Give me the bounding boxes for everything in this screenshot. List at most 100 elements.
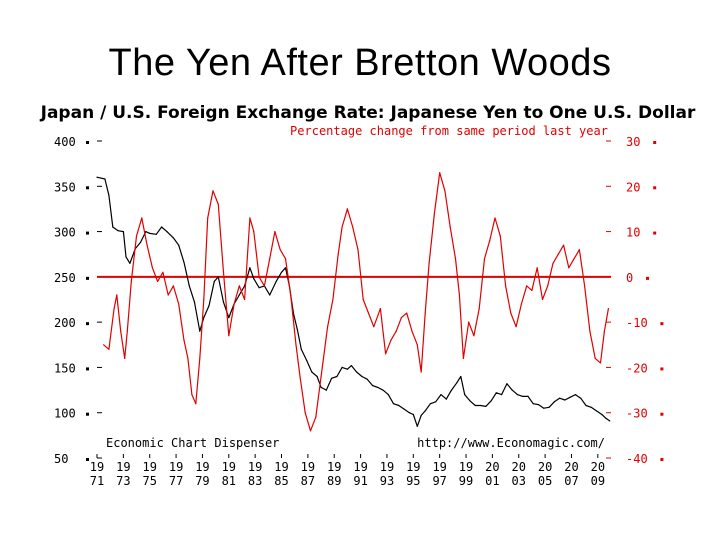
percent-change-point [416, 344, 418, 346]
percent-change-point [373, 326, 375, 328]
right-tick-label: 30 [626, 135, 640, 149]
yen-level-point [320, 386, 322, 388]
yen-level-point [104, 178, 106, 180]
percent-change-point [295, 344, 297, 346]
percent-change-point [274, 231, 276, 233]
yen-level-point [155, 233, 157, 235]
percent-change-point [536, 267, 538, 269]
left-tick-label: 200 [54, 316, 76, 330]
yen-level-point [166, 231, 168, 233]
x-tick-label-bottom: 73 [116, 474, 130, 488]
percent-change-point [424, 312, 426, 314]
left-tick-dot [86, 367, 89, 371]
yen-level-point [585, 404, 587, 407]
yen-level-point [412, 413, 414, 416]
percent-change-point [187, 357, 189, 359]
x-tick-label-top: 20 [591, 460, 605, 474]
percent-change-point [113, 308, 115, 310]
yen-level-point [537, 404, 540, 406]
yen-level-point [595, 410, 598, 412]
yen-level-point [416, 425, 418, 427]
percent-change-point [341, 226, 343, 228]
x-tick-label-top: 19 [274, 460, 288, 474]
percent-change-point [108, 348, 110, 350]
yen-level-point [296, 328, 298, 330]
percent-change-point [400, 317, 402, 319]
x-tick-label-top: 19 [406, 460, 420, 474]
percent-change-point [244, 298, 246, 301]
yen-level-point [435, 401, 437, 403]
x-tick-label-bottom: 07 [564, 474, 578, 488]
x-tick-label-top: 19 [327, 460, 341, 474]
x-tick-label-top: 20 [512, 460, 526, 474]
yen-level-point [511, 389, 513, 391]
yen-level-point [217, 276, 219, 278]
left-tick-dot [86, 186, 89, 190]
x-tick-label-bottom: 71 [90, 474, 104, 488]
percent-change-point [222, 271, 225, 273]
x-tick-label-top: 19 [432, 460, 446, 474]
x-tick-label-top: 19 [90, 460, 104, 474]
yen-level-point [361, 375, 363, 378]
left-tick-label: 100 [54, 407, 76, 421]
percent-change-point [183, 339, 185, 341]
yen-level-point [331, 377, 333, 379]
right-tick-dot [653, 186, 657, 190]
yen-level-point [495, 392, 497, 394]
percent-change-series-line [103, 172, 609, 432]
percent-change-point [458, 294, 460, 296]
percent-change-point [589, 330, 591, 332]
yen-level-point [548, 406, 550, 408]
percent-change-point [494, 217, 496, 219]
percent-change-point [263, 285, 265, 287]
yen-level-point [300, 348, 302, 350]
percent-change-point [449, 226, 451, 228]
yen-level-point [479, 404, 482, 407]
percent-change-point [258, 276, 260, 278]
percent-change-point [151, 267, 153, 269]
yen-level-point [605, 417, 607, 419]
slide-title: The Yen After Bretton Woods [108, 42, 612, 84]
percent-change-point [406, 312, 408, 314]
yen-level-point [456, 382, 458, 384]
yen-level-point [203, 317, 205, 319]
percent-change-point [520, 303, 523, 305]
x-tick-label-top: 19 [353, 460, 367, 474]
right-tick-dot [653, 231, 657, 235]
right-tick-label: 20 [626, 180, 640, 194]
left-tick-label: 250 [54, 271, 76, 285]
right-tick-dot [660, 322, 664, 326]
percent-change-point [299, 375, 301, 378]
left-tick-label: 400 [54, 135, 76, 149]
right-tick-label: 10 [626, 226, 640, 240]
yen-level-point [183, 261, 185, 263]
x-tick-label-top: 19 [142, 460, 156, 474]
percent-change-point [489, 240, 491, 242]
percent-change-point [195, 403, 197, 405]
yen-level-point [464, 394, 466, 396]
yen-level-point [341, 366, 343, 368]
percent-change-point [557, 253, 559, 255]
percent-change-point [568, 267, 570, 269]
yen-level-point [306, 359, 308, 361]
percent-change-point [584, 285, 586, 287]
yen-level-point [398, 404, 400, 407]
percent-change-point [284, 258, 287, 260]
yen-level-point [222, 301, 225, 303]
yen-level-point [564, 399, 566, 401]
yen-level-point [527, 395, 529, 397]
right-tick-dot [660, 412, 664, 416]
right-tick-dot [660, 367, 664, 371]
yen-level-point [429, 403, 431, 405]
x-tick-label-bottom: 85 [274, 474, 288, 488]
percent-change-point [233, 303, 235, 305]
yen-level-point [269, 294, 271, 296]
right-tick-label: -10 [626, 316, 648, 330]
x-tick-label-top: 19 [116, 460, 130, 474]
yen-level-point [249, 267, 251, 269]
percent-change-point [332, 298, 334, 301]
yen-level-point [516, 394, 519, 396]
yen-level-point [420, 414, 422, 416]
x-tick-label-bottom: 79 [195, 474, 209, 488]
